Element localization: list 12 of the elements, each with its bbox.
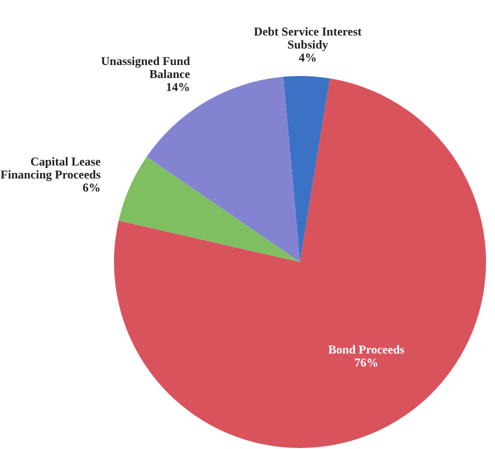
pie-slice [283, 76, 330, 262]
pie-slice [118, 156, 300, 262]
data-label: 76% [354, 356, 378, 370]
data-label: 6% [82, 180, 101, 195]
data-label: 4% [298, 50, 317, 65]
slice-label: Bond Proceeds [328, 342, 405, 356]
pie-slice [114, 78, 486, 448]
pie-slice [146, 76, 300, 262]
slice-label: Debt Service Interest Subsidy [254, 24, 362, 52]
slice-label: Unassigned Fund Balance [100, 54, 191, 82]
slice-label: Capital Lease Financing Proceeds [0, 154, 102, 182]
data-label: 14% [166, 80, 190, 94]
